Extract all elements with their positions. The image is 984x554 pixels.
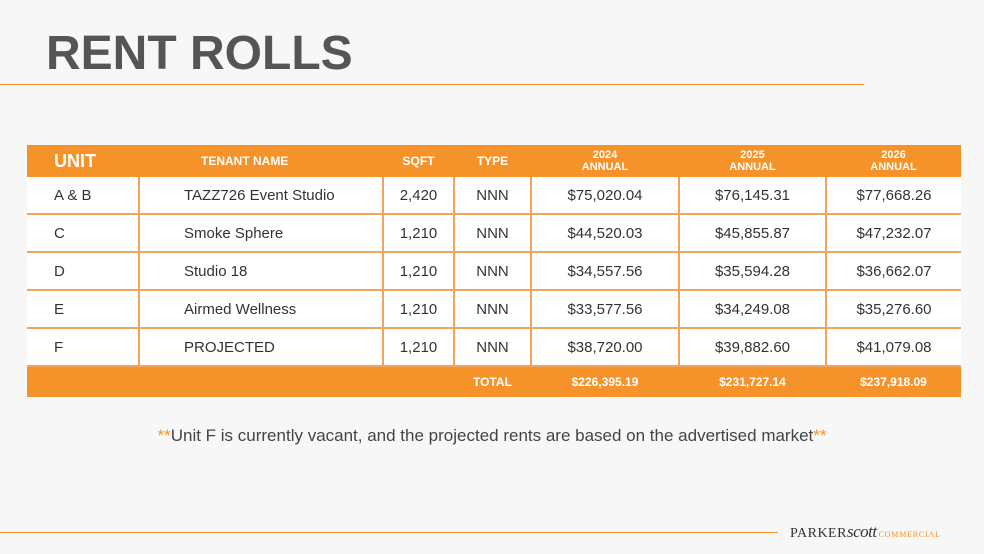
total-label: TOTAL <box>473 375 512 389</box>
table-row: F PROJECTED 1,210 NNN $38,720.00 $39,882… <box>27 327 961 367</box>
cell-type: NNN <box>453 251 532 291</box>
header-2025-label: ANNUAL <box>729 161 776 173</box>
cell-unit: D <box>27 251 140 291</box>
note-text: Unit F is currently vacant, and the proj… <box>170 426 814 445</box>
cell-sqft: 1,210 <box>382 251 455 291</box>
cell-tenant: Airmed Wellness <box>138 289 384 329</box>
table-row: A & B TAZZ726 Event Studio 2,420 NNN $75… <box>27 177 961 215</box>
total-2025: $231,727.14 <box>719 375 786 389</box>
cell-2025: $34,249.08 <box>678 289 827 329</box>
header-2026-label: ANNUAL <box>870 161 917 173</box>
header-2026-annual: 2026 ANNUAL <box>826 145 961 177</box>
logo-scott: scott <box>846 522 877 541</box>
logo-parker: PARKER <box>790 526 847 541</box>
note-stars-open: ** <box>157 426 171 445</box>
logo-commercial: COMMERCIAL <box>878 530 941 539</box>
cell-type: NNN <box>453 177 532 215</box>
total-row: TOTAL $226,395.19 $231,727.14 $237,918.0… <box>27 366 961 397</box>
cell-unit: C <box>27 213 140 253</box>
header-2024-label: ANNUAL <box>581 161 629 173</box>
parkerscott-logo: PARKERscott COMMERCIAL <box>790 522 941 545</box>
cell-unit: E <box>27 289 140 329</box>
total-2026: $237,918.09 <box>860 375 927 389</box>
cell-2024: $33,577.56 <box>530 289 680 329</box>
cell-sqft: 2,420 <box>382 177 455 215</box>
header-2025-annual: 2025 ANNUAL <box>679 145 826 177</box>
header-2024-annual: 2024 ANNUAL <box>531 145 679 177</box>
note-stars-close: ** <box>813 426 827 445</box>
cell-2026: $35,276.60 <box>825 289 961 329</box>
cell-2024: $44,520.03 <box>530 213 680 253</box>
header-2025-year: 2025 <box>740 149 765 161</box>
table-row: E Airmed Wellness 1,210 NNN $33,577.56 $… <box>27 289 961 329</box>
header-2026-year: 2026 <box>881 149 906 161</box>
vacancy-note: **Unit F is currently vacant, and the pr… <box>0 426 984 446</box>
table-row: C Smoke Sphere 1,210 NNN $44,520.03 $45,… <box>27 213 961 253</box>
cell-type: NNN <box>453 289 532 329</box>
header-sqft: SQFT <box>402 154 435 168</box>
rent-roll-table: UNIT TENANT NAME SQFT TYPE 2024 ANNUAL 2… <box>27 145 961 397</box>
total-spacer <box>27 366 454 397</box>
page-title: RENT ROLLS <box>46 27 353 80</box>
cell-2025: $39,882.60 <box>678 327 827 367</box>
cell-2024: $38,720.00 <box>530 327 680 367</box>
cell-2024: $75,020.04 <box>530 177 680 215</box>
cell-sqft: 1,210 <box>382 327 455 367</box>
cell-type: NNN <box>453 327 532 367</box>
header-2024-year: 2024 <box>592 149 618 161</box>
header-type: TYPE <box>476 154 509 168</box>
cell-tenant: TAZZ726 Event Studio <box>138 177 384 215</box>
cell-2024: $34,557.56 <box>530 251 680 291</box>
cell-2025: $45,855.87 <box>678 213 827 253</box>
cell-2025: $35,594.28 <box>678 251 827 291</box>
cell-tenant: PROJECTED <box>138 327 384 367</box>
total-2024: $226,395.19 <box>571 375 639 389</box>
cell-sqft: 1,210 <box>382 289 455 329</box>
cell-unit: F <box>27 327 140 367</box>
footer-divider <box>0 532 778 533</box>
cell-2025: $76,145.31 <box>678 177 827 215</box>
cell-tenant: Studio 18 <box>138 251 384 291</box>
cell-2026: $47,232.07 <box>825 213 961 253</box>
cell-2026: $36,662.07 <box>825 251 961 291</box>
cell-tenant: Smoke Sphere <box>138 213 384 253</box>
title-divider <box>0 84 864 85</box>
table-header-row: UNIT TENANT NAME SQFT TYPE 2024 ANNUAL 2… <box>27 145 961 177</box>
cell-2026: $41,079.08 <box>825 327 961 367</box>
header-unit: UNIT <box>54 151 96 171</box>
cell-2026: $77,668.26 <box>825 177 961 215</box>
cell-unit: A & B <box>27 177 140 215</box>
cell-type: NNN <box>453 213 532 253</box>
table-row: D Studio 18 1,210 NNN $34,557.56 $35,594… <box>27 251 961 291</box>
cell-sqft: 1,210 <box>382 213 455 253</box>
header-tenant-name: TENANT NAME <box>201 154 289 168</box>
